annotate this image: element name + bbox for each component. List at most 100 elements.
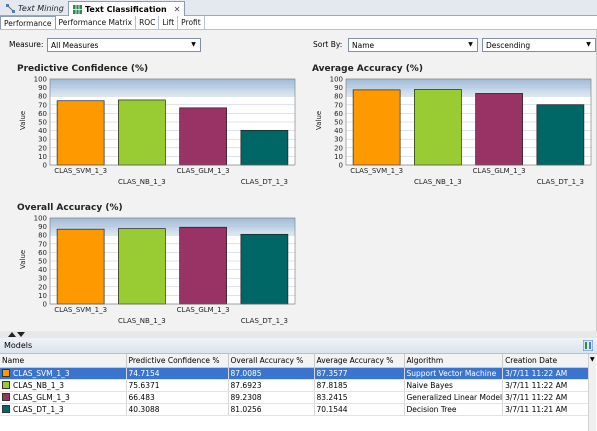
x-category-label: CLAS_GLM_1_3 [177, 167, 230, 175]
creation-date-cell-text: 3/7/11 11:22 AM [505, 368, 568, 378]
models-panel: Models Name Predictive Confidence % Over… [0, 338, 597, 431]
model-name-cell: CLAS_SVM_1_3 [0, 367, 127, 380]
tab-profit[interactable]: Profit [178, 16, 205, 29]
table-header-row: Name Predictive Confidence % Overall Acc… [0, 354, 593, 368]
predictive-confidence-cell-text: 66.483 [128, 392, 155, 402]
tab-text-classification[interactable]: Text Classification ✕ [68, 1, 186, 16]
chart-title-average-accuracy: Average Accuracy (%) [312, 64, 423, 74]
bar-clas-glm-1-3[interactable] [475, 93, 523, 166]
x-category-label: CLAS_GLM_1_3 [473, 167, 526, 175]
order-select[interactable]: Descending ▼ [482, 38, 596, 52]
chart-title-predictive-confidence: Predictive Confidence (%) [17, 64, 149, 74]
model-name-cell-text: CLAS_GLM_1_3 [13, 392, 70, 402]
average-accuracy-cell: 87.3577 [314, 367, 405, 380]
y-tick-label: 20 [334, 144, 343, 152]
y-tick-label: 80 [38, 232, 47, 240]
chevron-down-icon: ▼ [468, 41, 473, 48]
y-tick-label: 0 [43, 162, 47, 170]
color-swatch [2, 392, 10, 401]
table-settings-icon[interactable] [582, 339, 594, 353]
bar-clas-svm-1-3[interactable] [56, 100, 105, 166]
bar-clas-glm-1-3[interactable] [179, 107, 227, 166]
y-tick-label: 50 [38, 258, 47, 266]
overall-accuracy-cell: 89.2308 [228, 391, 315, 404]
collapse-arrows-icon[interactable] [8, 331, 28, 339]
average-accuracy-cell: 83.2415 [314, 391, 405, 404]
table-row[interactable]: CLAS_SVM_1_3 74.7154 87.0085 87.3577 Support… [0, 367, 593, 380]
y-tick-label: 0 [43, 301, 47, 309]
bar-clas-nb-1-3[interactable] [118, 228, 166, 305]
table-row[interactable]: CLAS_DT_1_3 40.3088 81.0256 70.1544 Decision… [0, 403, 593, 416]
column-header-predictive-confidence[interactable]: Predictive Confidence % [126, 354, 229, 368]
average-accuracy-cell: 87.8185 [314, 379, 405, 392]
y-tick-label: 50 [334, 119, 343, 127]
overall-accuracy-cell: 87.0085 [228, 367, 315, 380]
bar-clas-dt-1-3[interactable] [240, 233, 289, 305]
tab-roc[interactable]: ROC [136, 16, 160, 29]
overall-accuracy-cell-text: 87.6923 [230, 380, 262, 390]
creation-date-cell-text: 3/7/11 11:21 AM [505, 404, 568, 414]
average-accuracy-cell-text: 70.1544 [316, 404, 348, 414]
sort-value: Name [352, 41, 375, 50]
tab-performance[interactable]: Performance [0, 16, 56, 29]
measure-label: Measure: [9, 40, 44, 49]
panel-splitter[interactable] [0, 331, 597, 339]
bar-clas-dt-1-3[interactable] [536, 104, 585, 166]
table-scrollbar[interactable]: ▼ [588, 354, 596, 431]
average-accuracy-cell-text: 87.8185 [316, 380, 348, 390]
close-icon[interactable]: ✕ [173, 4, 181, 14]
column-header-average-accuracy[interactable]: Average Accuracy % [314, 354, 405, 368]
column-header-algorithm[interactable]: Algorithm [404, 354, 504, 368]
x-category-label: CLAS_NB_1_3 [118, 317, 166, 325]
x-category-label: CLAS_GLM_1_3 [177, 306, 230, 314]
bar-clas-glm-1-3[interactable] [179, 226, 227, 305]
predictive-confidence-cell: 66.483 [126, 391, 229, 404]
table-row[interactable]: CLAS_NB_1_3 75.6371 87.6923 87.8185 Naive Ba… [0, 379, 593, 392]
scroll-down-icon[interactable]: ▼ [590, 356, 595, 363]
y-tick-label: 40 [38, 266, 47, 274]
bar-clas-svm-1-3[interactable] [56, 228, 105, 305]
chart-title-overall-accuracy: Overall Accuracy (%) [17, 203, 123, 213]
y-tick-label: 40 [334, 127, 343, 135]
editor-tab-bar: Text Mining Text Classification ✕ [0, 0, 597, 16]
color-swatch [2, 368, 10, 377]
column-header-name[interactable]: Name [0, 354, 127, 368]
tab-performance-matrix[interactable]: Performance Matrix [56, 16, 137, 29]
bar-clas-nb-1-3[interactable] [414, 89, 462, 166]
y-tick-label: 0 [339, 162, 343, 170]
y-tick-label: 10 [38, 153, 47, 161]
column-header-creation-date[interactable]: Creation Date [502, 354, 593, 368]
table-row[interactable]: CLAS_GLM_1_3 66.483 89.2308 83.2415 Generali… [0, 391, 593, 404]
x-category-label: CLAS_SVM_1_3 [54, 167, 107, 175]
sort-select[interactable]: Name ▼ [348, 38, 478, 52]
measure-select[interactable]: All Measures ▼ [47, 38, 201, 52]
y-tick-label: 20 [38, 144, 47, 152]
overall-accuracy-cell-text: 89.2308 [230, 392, 262, 402]
average-accuracy-cell-text: 83.2415 [316, 392, 348, 402]
algorithm-cell-text: Decision Tree [406, 404, 457, 414]
y-tick-label: 100 [34, 76, 47, 84]
y-tick-label: 100 [330, 76, 343, 84]
bar-clas-svm-1-3[interactable] [352, 89, 401, 166]
creation-date-cell-text: 3/7/11 11:22 AM [505, 380, 568, 390]
sort-label: Sort By: [313, 40, 343, 49]
y-tick-label: 30 [38, 136, 47, 144]
y-tick-label: 90 [38, 84, 47, 92]
column-header-overall-accuracy[interactable]: Overall Accuracy % [228, 354, 315, 368]
algorithm-cell: Support Vector Machine [404, 367, 504, 380]
overall-accuracy-cell-text: 87.0085 [230, 368, 262, 378]
creation-date-cell-text: 3/7/11 11:22 AM [505, 392, 568, 402]
bar-clas-nb-1-3[interactable] [118, 99, 166, 166]
predictive-confidence-cell-text: 40.3088 [128, 404, 160, 414]
y-tick-label: 10 [334, 153, 343, 161]
overall-accuracy-cell: 87.6923 [228, 379, 315, 392]
y-tick-label: 60 [38, 110, 47, 118]
tab-text-mining[interactable]: Text Mining [2, 1, 68, 16]
predictive-confidence-cell: 74.7154 [126, 367, 229, 380]
model-name-cell: CLAS_NB_1_3 [0, 379, 127, 392]
model-name-cell: CLAS_GLM_1_3 [0, 391, 127, 404]
algorithm-cell-text: Naive Bayes [406, 380, 453, 390]
tab-lift[interactable]: Lift [159, 16, 179, 29]
bar-clas-dt-1-3[interactable] [240, 129, 289, 166]
overall-accuracy-cell: 81.0256 [228, 403, 315, 416]
